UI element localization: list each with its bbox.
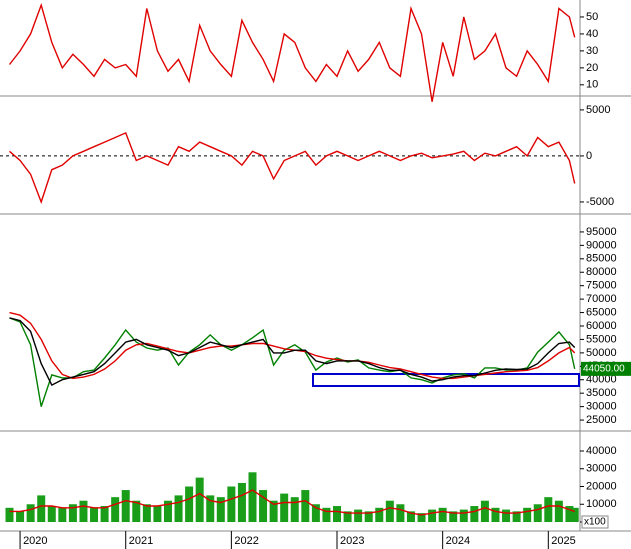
y-tick-label: 30000 [586,401,617,413]
volume-bar [206,495,215,523]
price-label-box [581,361,631,376]
volume-bar [68,504,77,523]
volume-bar [354,509,363,523]
series-line [9,489,575,516]
volume-bar [343,511,352,523]
y-tick-label: 95000 [586,226,617,238]
volume-bar [311,504,320,523]
volume-bar [290,497,299,523]
series-line [9,317,576,407]
series-line [8,2,576,102]
volume-bar [132,500,141,523]
y-tick-label: 30 [586,45,598,57]
y-tick-label: 85000 [586,253,617,265]
y-tick-label: -5000 [586,196,614,208]
volume-bar [554,500,563,523]
volume-bar [449,511,458,523]
volume-bar [163,500,172,523]
y-tick-label: 20000 [586,480,617,492]
series-line [9,317,576,387]
volume-bar [280,493,289,523]
y-tick-label: 40000 [586,445,617,457]
volume-bar [153,506,162,523]
series-line [9,131,576,205]
y-tick-label: 50 [586,11,598,23]
volume-bar [216,497,225,523]
volume-bar [375,507,384,523]
volume-bar [459,509,468,523]
y-tick-label: 10000 [586,498,617,510]
y-tick-label: 35000 [586,387,617,399]
y-tick-label: 65000 [586,306,617,318]
volume-bar [185,486,194,523]
volume-bar [428,509,437,523]
y-tick-label: 90000 [586,239,617,251]
volume-bar [237,482,246,523]
volume-bar [195,477,204,523]
volume-bar [533,504,542,523]
volume-bar [565,506,574,523]
x-tick-label: 2022 [234,535,258,547]
volume-bar [100,506,109,523]
y-tick-label: 10 [586,79,598,91]
volume-bar [470,506,479,523]
volume-bar [301,490,310,523]
volume-bar [396,504,405,523]
volume-bar [438,507,447,523]
volume-bar [570,507,579,523]
y-tick-label: 55000 [586,333,617,345]
volume-bar [322,507,331,523]
y-tick-label: 0 [586,150,592,162]
unit-box [581,515,609,529]
support-zone [312,373,580,387]
volume-bar [111,497,120,523]
volume-bar [37,495,46,523]
y-tick-label: 60000 [586,320,617,332]
y-tick-label: 40 [586,28,598,40]
volume-bar [512,511,521,523]
volume-bar [79,500,88,523]
volume-bar [90,507,99,523]
volume-bar [121,490,130,523]
unit-label: x100 [584,517,606,528]
volume-bar [333,506,342,523]
volume-bar [491,507,500,523]
volume-bar [417,513,426,523]
volume-bar [385,500,394,523]
volume-bar [269,500,278,523]
y-tick-label: 50000 [586,347,617,359]
y-tick-label: 25000 [586,414,617,426]
y-tick-label: 30000 [586,463,617,475]
volume-bar [58,507,67,523]
y-tick-label: 75000 [586,280,617,292]
volume-bar [544,497,553,523]
volume-bar [227,486,236,523]
y-tick-label: 80000 [586,266,617,278]
volume-bar [406,511,415,523]
y-tick-label: 70000 [586,293,617,305]
x-tick-label: 2021 [129,535,153,547]
y-tick-label: 20 [586,62,598,74]
volume-bar [480,500,489,523]
volume-bar [174,495,183,523]
volume-bar [5,507,14,523]
x-tick-label: 2023 [340,535,364,547]
volume-bar [47,506,56,523]
volume-bar [26,504,35,523]
x-tick-label: 2020 [23,535,47,547]
volume-bar [16,511,25,523]
volume-bar [523,507,532,523]
y-tick-label: 5000 [586,104,610,116]
volume-bar [364,511,373,523]
x-tick-label: 2025 [551,535,575,547]
price-label: 44050.00 [583,364,625,375]
y-tick-label: 40000 [586,374,617,386]
x-tick-label: 2024 [446,535,470,547]
volume-bar [248,472,257,523]
volume-bar [259,490,268,523]
volume-bar [502,509,511,523]
volume-bar [142,504,151,523]
